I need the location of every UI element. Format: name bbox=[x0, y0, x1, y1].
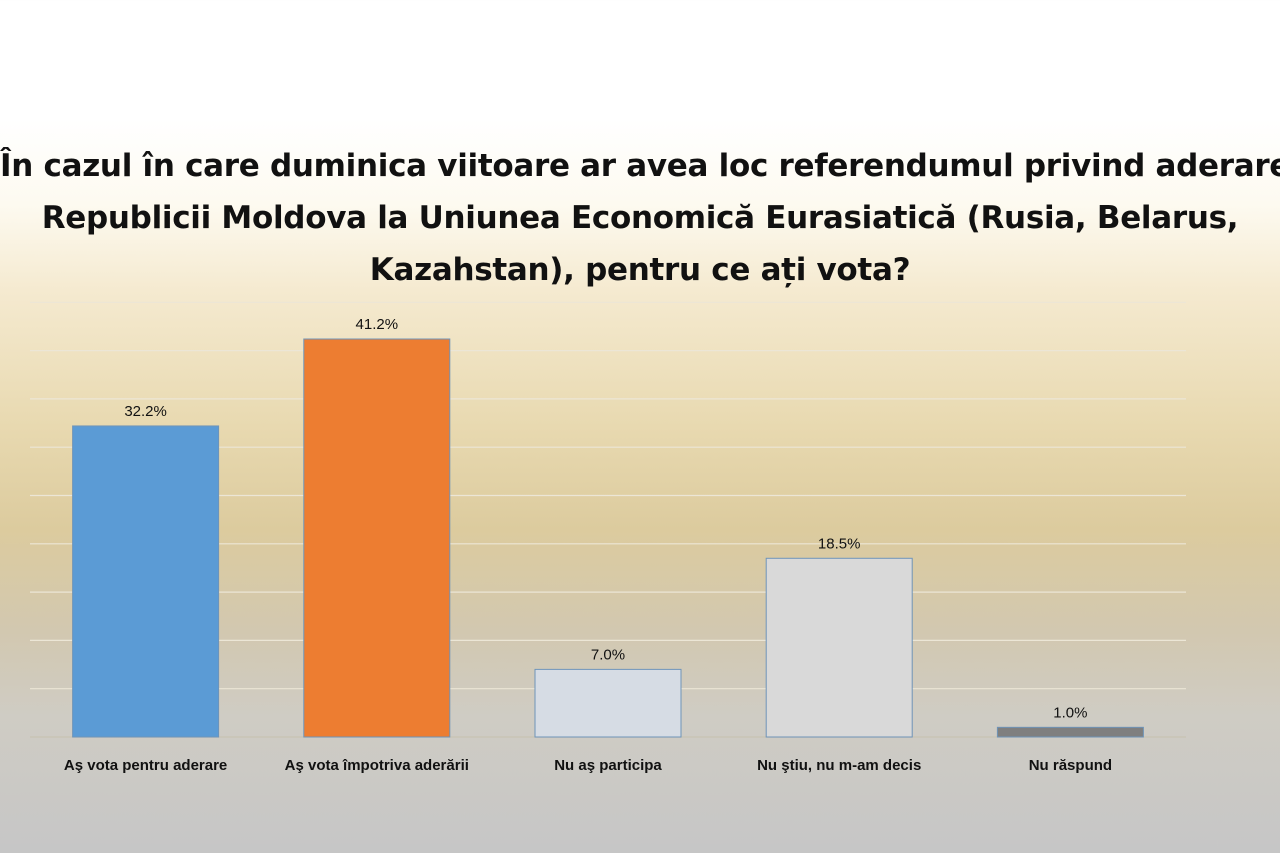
category-label-4: Nu ştiu, nu m-am decis bbox=[757, 757, 921, 774]
bar-1 bbox=[72, 425, 220, 738]
chart-title-line-1: În cazul în care duminica viitoare ar av… bbox=[0, 148, 1280, 184]
data-label-1: 32.2% bbox=[124, 403, 167, 420]
category-label-1: Aş vota pentru aderare bbox=[64, 757, 227, 774]
data-label-2: 41.2% bbox=[356, 316, 399, 333]
bar-4 bbox=[765, 557, 913, 738]
bar-2 bbox=[303, 338, 451, 738]
category-label-3: Nu aş participa bbox=[554, 757, 662, 774]
chart-title: În cazul în care duminica viitoare ar av… bbox=[0, 140, 1280, 296]
data-label-5: 1.0% bbox=[1053, 704, 1087, 721]
data-label-4: 18.5% bbox=[818, 535, 861, 552]
category-label-5: Nu răspund bbox=[1029, 757, 1112, 774]
category-label-2: Aş vota împotriva aderării bbox=[285, 757, 469, 774]
chart-title-line-3: Kazahstan), pentru ce ați vota? bbox=[369, 252, 911, 288]
data-label-3: 7.0% bbox=[591, 646, 625, 663]
bar-5 bbox=[996, 726, 1144, 738]
bar-3 bbox=[534, 668, 682, 738]
chart-title-line-2: Republicii Moldova la Uniunea Economică … bbox=[41, 200, 1239, 236]
